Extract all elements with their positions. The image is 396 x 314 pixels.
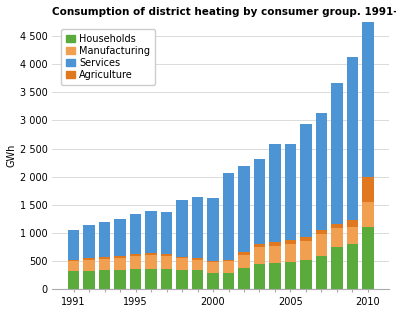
Bar [68,230,79,260]
Bar [238,268,250,290]
Bar [316,234,327,256]
Bar [316,112,327,230]
Bar [130,269,141,290]
Bar [269,242,281,246]
Bar [300,260,312,290]
Bar [176,200,188,257]
Bar [130,214,141,255]
Bar [99,259,110,270]
Bar [238,165,250,252]
Bar [238,252,250,255]
Bar [83,225,95,258]
Bar [254,247,265,263]
Bar [331,246,343,290]
Bar [145,253,157,255]
Bar [316,230,327,234]
Bar [207,261,219,263]
Bar [285,244,296,262]
Bar [207,263,219,273]
Bar [223,273,234,290]
Bar [254,263,265,290]
Bar [145,211,157,253]
Bar [300,124,312,237]
Bar [346,227,358,244]
Bar [114,270,126,290]
Bar [83,258,95,260]
Bar [254,159,265,244]
Bar [176,270,188,290]
Bar [346,244,358,290]
Bar [68,271,79,290]
Bar [285,143,296,241]
Bar [254,244,265,247]
Bar [83,260,95,271]
Bar [161,269,172,290]
Bar [130,256,141,269]
Bar [300,241,312,260]
Bar [331,224,343,228]
Bar [161,255,172,256]
Bar [223,260,234,261]
Bar [269,246,281,263]
Bar [99,270,110,290]
Bar [192,197,203,258]
Bar [161,212,172,255]
Bar [68,260,79,261]
Bar [362,16,374,177]
Bar [207,198,219,261]
Bar [285,262,296,290]
Text: Consumption of district heating by consumer group. 1991-2010. GWh: Consumption of district heating by consu… [52,7,396,17]
Bar [99,222,110,257]
Bar [316,256,327,290]
Bar [285,241,296,244]
Bar [362,227,374,290]
Bar [269,144,281,242]
Bar [192,260,203,270]
Bar [176,258,188,270]
Bar [145,268,157,290]
Bar [99,257,110,259]
Bar [176,257,188,258]
Bar [331,83,343,224]
Bar [346,57,358,219]
Bar [362,177,374,202]
Bar [130,255,141,256]
Bar [269,263,281,290]
Bar [114,219,126,256]
Bar [331,228,343,246]
Bar [300,237,312,241]
Legend: Households, Manufacturing, Services, Agriculture: Households, Manufacturing, Services, Agr… [61,30,155,85]
Bar [114,256,126,258]
Bar [362,202,374,227]
Bar [192,258,203,260]
Bar [192,270,203,290]
Bar [68,261,79,271]
Bar [223,173,234,260]
Bar [207,273,219,290]
Bar [161,256,172,269]
Bar [346,219,358,227]
Bar [238,255,250,268]
Bar [114,258,126,270]
Bar [83,271,95,290]
Y-axis label: GWh: GWh [7,144,17,167]
Bar [223,261,234,273]
Bar [145,255,157,268]
